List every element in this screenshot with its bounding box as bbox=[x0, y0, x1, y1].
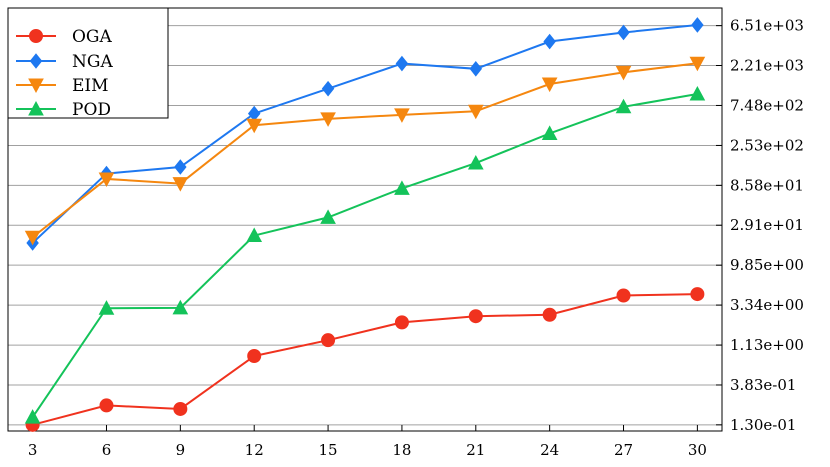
data-point-oga bbox=[99, 398, 114, 413]
x-tick-label: 12 bbox=[245, 441, 264, 459]
x-tick-label: 27 bbox=[614, 441, 633, 459]
data-point-pod bbox=[246, 227, 263, 243]
series-line-pod bbox=[31, 93, 698, 418]
y-tick-label: 6.51e+03 bbox=[730, 17, 804, 35]
series-line-oga bbox=[32, 293, 698, 426]
y-tick-label: 2.53e+02 bbox=[730, 136, 804, 154]
y-tick-label: 3.34e+00 bbox=[730, 296, 804, 314]
legend-label-oga: OGA bbox=[72, 27, 113, 47]
x-tick-label: 24 bbox=[540, 441, 559, 459]
y-tick-label: 2.91e+01 bbox=[730, 216, 804, 234]
axes: 1.30e-01 3.83e-01 1.13e+00 3.34e+00 9.85e+00… bbox=[28, 17, 804, 459]
x-tick-label: 18 bbox=[392, 441, 411, 459]
data-point-eim bbox=[172, 177, 189, 192]
data-point-nga bbox=[395, 55, 409, 72]
legend-marker-oga bbox=[29, 29, 43, 43]
legend-swatch-eim bbox=[16, 78, 56, 94]
data-point-eim bbox=[467, 104, 484, 120]
series-line-eim bbox=[32, 62, 698, 239]
data-point-nga bbox=[321, 80, 335, 97]
data-point-oga bbox=[616, 288, 631, 303]
legend-swatch-nga bbox=[16, 53, 56, 69]
data-point-nga bbox=[691, 17, 704, 33]
data-point-oga bbox=[468, 309, 483, 324]
data-point-eim bbox=[394, 108, 410, 123]
data-point-nga bbox=[469, 61, 483, 77]
data-point-nga bbox=[174, 159, 187, 175]
series-line-nga bbox=[31, 23, 698, 244]
data-point-nga bbox=[247, 105, 261, 122]
legend-marker-eim bbox=[28, 78, 44, 94]
data-point-oga bbox=[173, 401, 188, 416]
legend-label-eim: EIM bbox=[72, 76, 109, 96]
x-tick-label: 6 bbox=[102, 441, 112, 459]
x-tick-label: 30 bbox=[688, 441, 707, 459]
x-tick-label: 3 bbox=[28, 441, 38, 459]
legend-marker-nga bbox=[29, 53, 43, 69]
data-point-pod bbox=[541, 125, 558, 140]
y-tick-label: 1.30e-01 bbox=[730, 416, 796, 434]
data-point-pod bbox=[24, 409, 41, 424]
data-point-eim bbox=[541, 77, 558, 93]
plot-frame bbox=[7, 7, 723, 432]
y-tick-label: 8.58e+01 bbox=[730, 176, 804, 194]
data-point-eim bbox=[615, 65, 632, 81]
y-tick-label: 7.48e+02 bbox=[730, 96, 804, 114]
data-point-oga bbox=[321, 333, 336, 348]
data-point-pod bbox=[98, 300, 115, 315]
data-point-pod bbox=[615, 98, 632, 114]
data-point-pod bbox=[689, 85, 706, 101]
data-point-eim bbox=[689, 56, 706, 72]
data-point-eim bbox=[320, 112, 336, 127]
legend-swatch-oga bbox=[16, 29, 56, 43]
data-point-pod bbox=[320, 209, 336, 224]
data-point-eim bbox=[98, 172, 115, 188]
legend-label-nga: NGA bbox=[72, 52, 113, 72]
data-point-pod bbox=[172, 299, 189, 315]
series-oga bbox=[25, 287, 705, 432]
x-tick-label: 15 bbox=[319, 441, 338, 459]
series bbox=[24, 17, 706, 432]
legend: OGA NGA EIM POD bbox=[7, 7, 169, 120]
y-tick-label: 2.21e+03 bbox=[730, 56, 804, 74]
y-tick-label: 1.13e+00 bbox=[730, 336, 804, 354]
data-point-oga bbox=[542, 307, 557, 322]
data-point-pod bbox=[467, 154, 484, 170]
series-pod bbox=[24, 85, 706, 424]
data-point-eim bbox=[24, 230, 41, 246]
data-point-oga bbox=[394, 315, 409, 330]
x-tick-label: 21 bbox=[466, 441, 485, 459]
data-point-pod bbox=[394, 180, 410, 195]
data-point-nga bbox=[543, 33, 556, 50]
y-tick-label: 9.85e+00 bbox=[730, 256, 804, 274]
x-tick-label: 9 bbox=[176, 441, 186, 459]
data-point-oga bbox=[247, 349, 262, 364]
series-eim bbox=[24, 56, 706, 246]
legend-marker-pod bbox=[28, 100, 44, 116]
data-point-nga bbox=[617, 24, 630, 41]
data-point-oga bbox=[690, 287, 705, 302]
data-point-eim bbox=[246, 118, 263, 134]
legend-swatch-pod bbox=[16, 100, 56, 116]
legend-label-pod: POD bbox=[72, 100, 111, 120]
y-tick-label: 3.83e-01 bbox=[730, 376, 796, 394]
